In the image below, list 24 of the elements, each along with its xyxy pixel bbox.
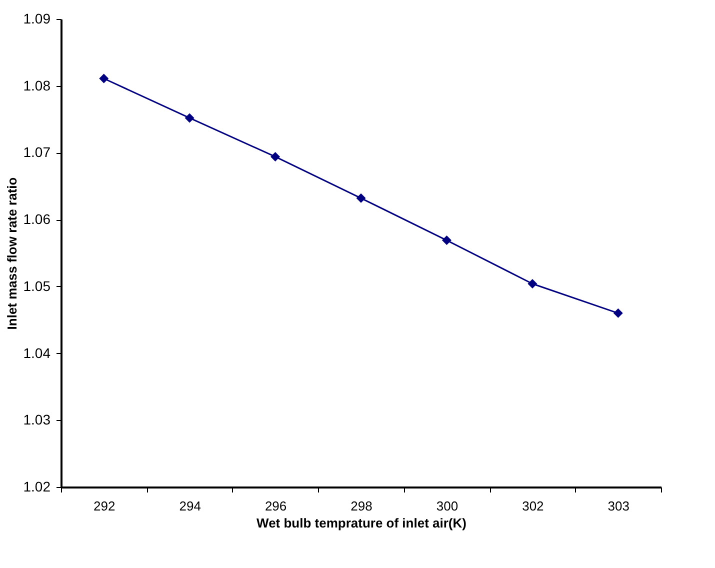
point [270,152,280,162]
y-tick-label: 1.09 [23,10,51,26]
point [442,236,452,246]
x-tick-label: 302 [522,498,544,514]
x-tick-label: 292 [94,498,116,514]
point [528,279,538,288]
y-tick-label: 1.07 [23,144,51,160]
y-tick-label: 1.02 [23,478,51,494]
y-tick-label: 1.04 [23,344,51,361]
point [184,113,194,123]
y-tick-label: 1.06 [23,211,51,228]
point [613,308,623,318]
y-tick-label: 1.03 [23,412,51,428]
x-axis-title: Wet bulb temprature of inlet air(K) [256,516,466,530]
x-tick-label: 294 [179,498,201,514]
x-tick-label: 296 [264,498,287,514]
y-tick-label: 1.05 [23,278,51,294]
point [356,193,366,203]
x-tick-label: 300 [436,498,458,514]
point [99,74,109,84]
y-axis-title: Inlet mass flow rate ratio [4,177,20,330]
x-tick-label: 303 [608,498,630,514]
y-tick-label: 1.08 [23,77,51,94]
x-tick-label: 298 [350,498,372,514]
